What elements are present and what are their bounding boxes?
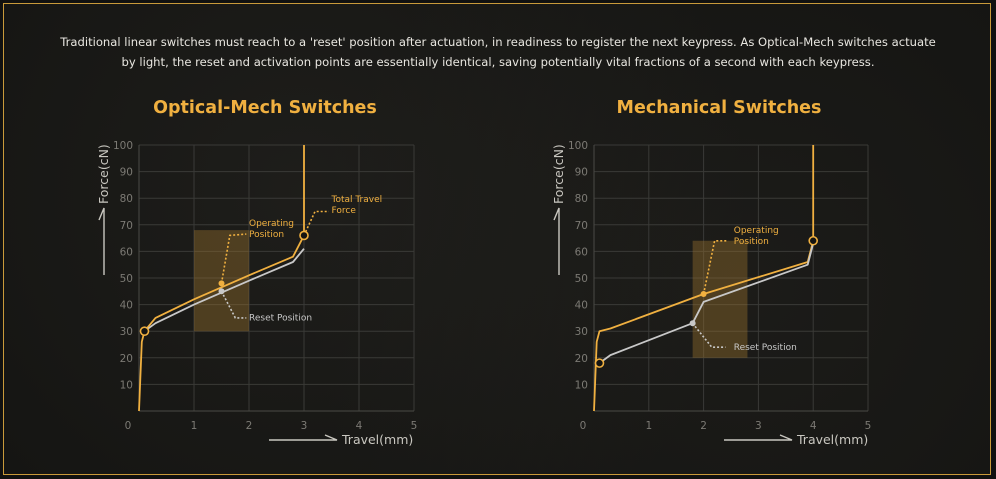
series-line-reset — [598, 243, 815, 364]
annotation-label: Force — [332, 206, 357, 216]
x-tick-label: 4 — [356, 420, 363, 432]
y-tick-label: 100 — [568, 140, 588, 152]
optical-mech-chart: Optical-Mech Switches1020304050607080901… — [96, 98, 417, 447]
y-tick-label: 50 — [575, 273, 588, 285]
point-marker-hollow — [808, 235, 819, 246]
y-tick-label: 60 — [120, 246, 133, 258]
annotation-label: Reset Position — [249, 314, 312, 324]
y-tick-label: 40 — [575, 300, 588, 312]
y-tick-label: 80 — [575, 193, 588, 205]
x-tick-label: 1 — [645, 420, 652, 432]
intro-text: Traditional linear switches must reach t… — [60, 35, 936, 69]
x-tick-label: 0 — [580, 420, 587, 432]
x-axis-arrow — [269, 434, 338, 441]
chart-title: Mechanical Switches — [617, 98, 822, 118]
x-tick-label: 3 — [755, 420, 762, 432]
y-axis-label: Force(cN) — [96, 144, 111, 204]
point-marker-hollow — [594, 358, 605, 368]
x-tick-label: 2 — [246, 420, 253, 432]
y-tick-label: 40 — [120, 300, 133, 312]
annotation-leader — [220, 290, 247, 319]
mechanical-chart: Mechanical Switches102030405060708090100… — [551, 98, 871, 447]
y-tick-label: 70 — [120, 220, 133, 232]
point-marker-solid — [700, 290, 707, 297]
annotation-label: Total Travel — [331, 195, 383, 205]
x-tick-label: 2 — [700, 420, 707, 432]
annotation-label: Position — [734, 237, 769, 247]
y-tick-label: 20 — [575, 353, 588, 365]
y-tick-label: 10 — [120, 379, 133, 391]
annotation-label: Operating — [734, 226, 779, 236]
shaded-region — [692, 240, 748, 358]
point-marker-solid — [689, 320, 696, 327]
y-tick-label: 100 — [113, 140, 133, 152]
y-axis-label: Force(cN) — [551, 144, 566, 204]
x-tick-label: 4 — [810, 420, 817, 432]
y-tick-label: 20 — [120, 353, 133, 365]
x-tick-label: 5 — [865, 420, 872, 432]
y-tick-label: 30 — [575, 326, 588, 338]
y-tick-label: 10 — [575, 379, 588, 391]
y-axis-arrow — [553, 207, 560, 275]
point-marker-solid — [218, 288, 225, 295]
annotation-leader — [303, 210, 329, 236]
y-tick-label: 50 — [120, 273, 133, 285]
border-frame — [3, 3, 991, 475]
y-tick-label: 60 — [575, 246, 588, 258]
y-tick-label: 90 — [575, 167, 588, 179]
point-marker-hollow — [299, 230, 309, 241]
x-tick-label: 5 — [411, 420, 418, 432]
annotation-label: Operating — [249, 219, 294, 229]
y-tick-label: 30 — [120, 326, 133, 338]
y-tick-label: 90 — [120, 167, 133, 179]
annotation-leader — [220, 233, 247, 284]
y-tick-label: 70 — [575, 220, 588, 232]
series-line-force — [138, 145, 305, 412]
x-tick-label: 3 — [301, 420, 308, 432]
x-axis-label: Travel(mm) — [341, 432, 413, 447]
x-axis-label: Travel(mm) — [796, 432, 868, 447]
y-tick-label: 80 — [120, 193, 133, 205]
annotation-label: Reset Position — [734, 343, 797, 353]
x-axis-arrow — [724, 434, 793, 441]
chart-title: Optical-Mech Switches — [153, 98, 377, 118]
annotation-label: Position — [249, 230, 284, 240]
point-marker-hollow — [139, 326, 150, 337]
point-marker-solid — [218, 280, 225, 287]
x-tick-label: 1 — [191, 420, 198, 432]
x-tick-label: 0 — [125, 420, 132, 432]
y-axis-arrow — [98, 207, 105, 275]
